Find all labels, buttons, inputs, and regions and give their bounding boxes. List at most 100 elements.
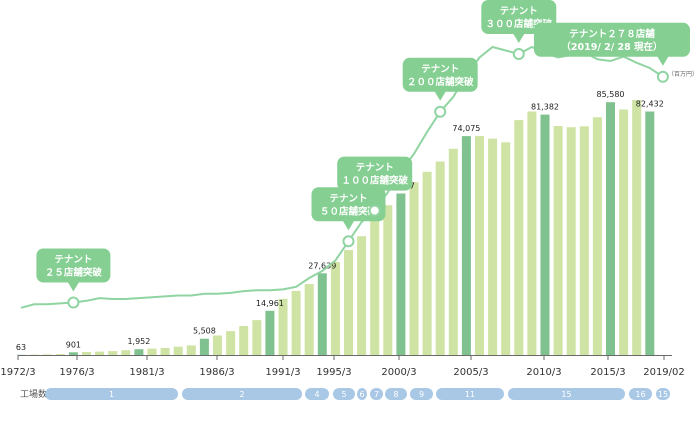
bar-value-label: 14,961 [256,299,284,308]
callout-title: テナント [329,193,367,204]
bar [579,126,589,355]
milestone-marker [656,70,669,83]
factory-segment [305,388,329,400]
milestone-marker [434,105,447,118]
factory-segment [629,388,652,400]
bar [592,117,602,355]
x-tick-label: 1981/3 [129,367,164,378]
bar [553,126,563,355]
factory-segment [436,388,504,400]
callout-title: テナント２７８店舗 [569,28,655,40]
bar [383,205,393,355]
x-tick-label: 2015/3 [590,367,625,378]
factory-segment [370,388,383,400]
bar-value-label: 27,639 [308,261,336,270]
bar [422,171,432,355]
factory-segment [357,388,367,400]
unit-label: （百万円） [668,71,698,78]
factory-count: 16 [635,390,645,399]
factory-count: 5 [341,390,346,399]
factory-count: 15 [561,390,571,399]
bar [344,250,353,355]
bar [317,273,327,355]
factory-segment [410,388,433,400]
callout-detail: １００店舗突破 [341,175,408,187]
factory-count: 7 [374,390,379,399]
bar [68,352,78,355]
x-tick-label: 1986/3 [199,367,234,378]
bar [291,290,301,355]
bar [540,114,550,355]
factory-count: 6 [359,390,364,399]
factory-count-title: 工場数 [20,388,47,400]
factory-count: 11 [465,390,475,399]
factory-count: 9 [419,390,424,399]
callout-pointer [67,281,80,292]
milestone-marker [67,296,80,309]
bar [330,261,340,355]
bar-series [16,100,655,355]
bar [121,350,131,355]
bar [186,345,196,355]
bar [488,138,498,355]
x-tick-label: 2010/3 [526,367,561,378]
factory-segment [182,388,302,400]
factory-segment [333,388,355,400]
x-tick-label: 1972/3 [0,367,35,378]
bar-value-label: 81,382 [531,103,559,112]
callout-title: テナント [356,163,394,174]
bar [108,351,118,355]
callout-title: テナント [500,6,538,17]
bar-value-label: 1,952 [127,337,150,346]
bar [213,335,222,355]
callout-box [402,57,478,92]
bar [409,182,419,355]
bar [514,120,524,355]
factory-segment [385,388,407,400]
factory-count: 15 [658,390,668,399]
bar [619,109,629,355]
callout-detail: （2019/ 2/ 28 現在） [561,41,662,53]
bar-value-label: 85,580 [597,90,625,99]
bar [226,331,236,355]
x-tick-label: 1976/3 [59,367,94,378]
callout-box [534,22,690,57]
callout-pointer [434,90,447,101]
callout-detail: ２５店舗突破 [45,267,103,279]
callout-box [337,156,413,191]
tenant-callouts: テナント２５店舗突破テナント５０店舗突破テナント１００店舗突破テナント２００店舗… [36,0,690,309]
callout-title: テナント [421,64,459,75]
bar [160,347,170,355]
factory-count: 4 [314,390,319,399]
bar-value-label: 5,508 [193,327,216,336]
bar-value-label: 63 [16,343,26,352]
bar [304,284,314,355]
callout-detail: ５０店舗突破 [320,205,378,217]
bar [645,111,655,355]
factory-count-row: 1 2 4 5 6 7 8 9 11 15 16 15 [45,388,670,400]
x-tick-label: 2019/02 [643,367,685,378]
x-tick-label: 1995/3 [316,367,351,378]
bar [461,136,471,355]
bar [527,111,537,355]
bar-value-label: 74,075 [452,124,480,133]
bar [147,348,157,355]
bar [475,136,484,355]
bar [265,310,275,355]
callout-box [36,248,111,283]
callout-pointer [656,55,669,66]
callout-pointer [368,189,381,200]
bar [82,352,91,355]
factory-count: 8 [393,390,398,399]
bar [606,102,615,355]
bar [566,127,576,355]
factory-segment [508,388,625,400]
bar [278,298,288,355]
x-tick-label: 2000/3 [381,367,416,378]
bar-value-label: 901 [66,340,81,349]
factory-segment [45,388,178,400]
factory-segment [656,388,670,400]
milestone-marker [342,235,355,248]
bar-value-label: 82,432 [636,100,664,109]
